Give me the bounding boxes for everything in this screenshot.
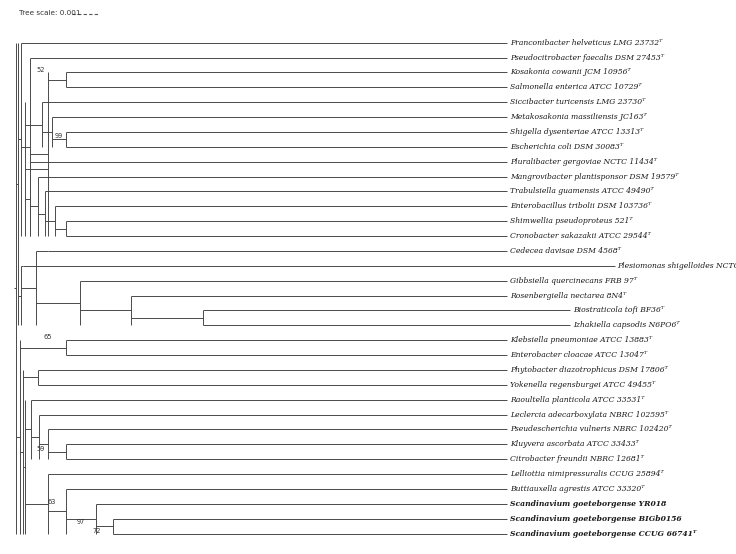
Text: Mangrovibacter plantisponsor DSM 19579ᵀ: Mangrovibacter plantisponsor DSM 19579ᵀ (510, 173, 679, 181)
Text: Kluyvera ascorbata ATCC 33433ᵀ: Kluyvera ascorbata ATCC 33433ᵀ (510, 440, 639, 448)
Text: Izhakiella capsodis N6PO6ᵀ: Izhakiella capsodis N6PO6ᵀ (573, 321, 679, 329)
Text: Trabulsiella guamensis ATCC 49490ᵀ: Trabulsiella guamensis ATCC 49490ᵀ (510, 187, 654, 196)
Text: 99: 99 (54, 134, 63, 140)
Text: Scandinavium goeteborgense CCUG 66741ᵀ: Scandinavium goeteborgense CCUG 66741ᵀ (510, 530, 696, 537)
Text: Plesiomonas shigelloides NCTC 10360ᵀ: Plesiomonas shigelloides NCTC 10360ᵀ (618, 262, 736, 270)
Text: Buttiauxella agrestis ATCC 33320ᵀ: Buttiauxella agrestis ATCC 33320ᵀ (510, 485, 644, 493)
Text: Phytobacter diazotrophicus DSM 17806ᵀ: Phytobacter diazotrophicus DSM 17806ᵀ (510, 366, 668, 374)
Text: Leclercia adecarboxylata NBRC 102595ᵀ: Leclercia adecarboxylata NBRC 102595ᵀ (510, 411, 668, 419)
Text: Raoultella planticola ATCC 33531ᵀ: Raoultella planticola ATCC 33531ᵀ (510, 396, 644, 404)
Text: 63: 63 (48, 499, 56, 505)
Text: Enterobacillus tribolii DSM 103736ᵀ: Enterobacillus tribolii DSM 103736ᵀ (510, 202, 651, 211)
Text: 97: 97 (76, 519, 85, 525)
Text: Siccibacter turicensis LMG 23730ᵀ: Siccibacter turicensis LMG 23730ᵀ (510, 98, 645, 106)
Text: 65: 65 (43, 334, 52, 340)
Text: Pluralibacter gergoviae NCTC 11434ᵀ: Pluralibacter gergoviae NCTC 11434ᵀ (510, 158, 657, 166)
Text: Escherichia coli DSM 30083ᵀ: Escherichia coli DSM 30083ᵀ (510, 143, 623, 151)
Text: Biostraticola tofi BF36ᵀ: Biostraticola tofi BF36ᵀ (573, 306, 664, 315)
Text: Gibbsiella quercinecans FRB 97ᵀ: Gibbsiella quercinecans FRB 97ᵀ (510, 276, 637, 285)
Text: 52: 52 (37, 66, 46, 73)
Text: Yokenella regensburgei ATCC 49455ᵀ: Yokenella regensburgei ATCC 49455ᵀ (510, 381, 655, 389)
Text: Rosenbergiella nectarea 8N4ᵀ: Rosenbergiella nectarea 8N4ᵀ (510, 291, 626, 300)
Text: Tree scale: 0.001: Tree scale: 0.001 (18, 10, 80, 16)
Text: Shigella dysenteriae ATCC 13313ᵀ: Shigella dysenteriae ATCC 13313ᵀ (510, 128, 643, 136)
Text: Scandinavium goeteborgense BIGb0156: Scandinavium goeteborgense BIGb0156 (510, 515, 682, 523)
Text: Cedecea davisae DSM 4568ᵀ: Cedecea davisae DSM 4568ᵀ (510, 247, 620, 255)
Text: Shimwellia pseudoproteus 521ᵀ: Shimwellia pseudoproteus 521ᵀ (510, 217, 632, 225)
Text: 72: 72 (93, 527, 101, 534)
Text: Pseudescherichia vulneris NBRC 102420ᵀ: Pseudescherichia vulneris NBRC 102420ᵀ (510, 425, 671, 433)
Text: Citrobacter freundii NBRC 12681ᵀ: Citrobacter freundii NBRC 12681ᵀ (510, 455, 643, 463)
Text: Kosakonia cowanii JCM 10956ᵀ: Kosakonia cowanii JCM 10956ᵀ (510, 69, 631, 76)
Text: Franconibacter helveticus LMG 23732ᵀ: Franconibacter helveticus LMG 23732ᵀ (510, 39, 662, 47)
Text: Metakosakonia massiliensis JC163ᵀ: Metakosakonia massiliensis JC163ᵀ (510, 113, 646, 121)
Text: Salmonella enterica ATCC 10729ᵀ: Salmonella enterica ATCC 10729ᵀ (510, 83, 641, 91)
Text: Cronobacter sakazakii ATCC 29544ᵀ: Cronobacter sakazakii ATCC 29544ᵀ (510, 232, 651, 240)
Text: Lelliottia nimipressuralis CCUG 25894ᵀ: Lelliottia nimipressuralis CCUG 25894ᵀ (510, 470, 663, 478)
Text: 59: 59 (37, 446, 46, 452)
Text: Scandinavium goeteborgense YR018: Scandinavium goeteborgense YR018 (510, 500, 666, 508)
Text: Klebsiella pneumoniae ATCC 13883ᵀ: Klebsiella pneumoniae ATCC 13883ᵀ (510, 336, 652, 344)
Text: Enterobacter cloacae ATCC 13047ᵀ: Enterobacter cloacae ATCC 13047ᵀ (510, 351, 647, 359)
Text: Pseudocitrobacter faecalis DSM 27453ᵀ: Pseudocitrobacter faecalis DSM 27453ᵀ (510, 54, 664, 61)
